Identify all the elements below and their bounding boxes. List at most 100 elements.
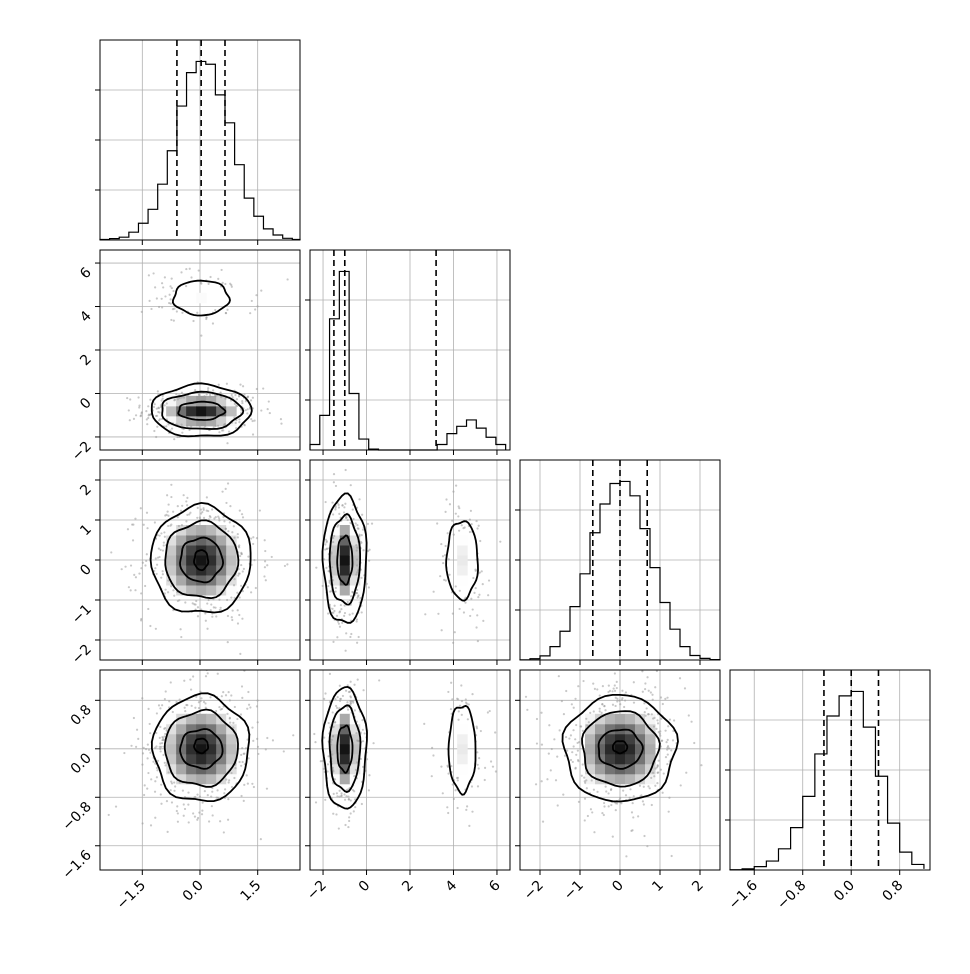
scatter-point [153,403,156,406]
scatter-point [647,785,650,788]
scatter-point [241,401,244,405]
density-cell [166,545,177,556]
scatter-point [157,410,160,414]
scatter-point [247,757,250,760]
scatter-point [217,665,219,667]
scatter-point [360,576,363,579]
scatter-point [341,621,344,624]
scatter-point [132,417,136,420]
scatter-point [346,518,349,522]
density-cell [349,555,361,566]
scatter-point [351,612,354,615]
scatter-point [224,397,227,400]
density-cell [605,763,616,775]
scatter-point [145,410,148,413]
scatter-point [454,512,457,515]
scatter-point [207,518,210,521]
scatter-point [159,725,162,728]
x-tick-label: −1.5 [114,878,149,913]
scatter-point [560,700,563,703]
contour-line [328,512,361,606]
scatter-point [163,531,166,534]
scatter-point [147,771,150,775]
scatter-point [355,549,358,552]
scatter-point [185,520,188,523]
scatter-point [251,782,254,785]
scatter-point [476,640,479,643]
contour-line [612,740,629,755]
density-cell [625,713,636,725]
scatter-point [175,700,178,704]
scatter-point [349,812,352,815]
contour-line [179,536,225,584]
contour-line [163,708,239,788]
density-cell [176,713,187,725]
scatter-point [175,310,178,313]
scatter-point [172,289,175,293]
scatter-point [234,421,237,425]
scatter-point [167,301,171,305]
scatter-point [123,751,126,755]
density-cell [615,743,626,755]
scatter-point [664,697,667,700]
density-cell [166,575,177,586]
scatter-point [197,701,201,704]
scatter-point [604,785,607,788]
scatter-point [235,398,239,401]
scatter-point [472,576,475,580]
scatter-point [232,584,236,587]
scatter-point [327,612,330,615]
scatter-point [211,322,215,325]
scatter-point [204,702,207,705]
scatter-point [203,395,206,398]
scatter-point [581,729,584,732]
x-tick-label: 2 [689,878,707,896]
scatter-point [252,739,255,742]
scatter-point [454,789,457,792]
scatter-point [468,530,472,534]
scatter-point [356,656,358,658]
scatter-point [644,687,647,691]
scatter-point [232,721,235,724]
scatter-point [186,504,189,507]
density-cell [349,723,361,735]
scatter-point [456,776,460,779]
scatter-point [163,697,166,701]
scatter-point [233,536,236,539]
scatter-point [180,635,183,639]
x-tick-label: −2 [521,878,547,904]
scatter-point [182,814,185,817]
scatter-point [476,614,479,617]
scatter-point [230,785,234,789]
scatter-point [132,523,135,526]
contour-line [179,728,224,770]
scatter-point [205,496,208,499]
scatter-point [534,783,538,786]
density-cell [196,292,207,304]
scatter-point [668,747,671,750]
density-cell [457,753,468,765]
scatter-point [494,770,497,773]
scatter-point [141,752,145,755]
scatter-point [465,702,469,705]
panel-content [100,460,300,660]
scatter-point [146,787,149,790]
scatter-point [152,760,155,763]
contour-line [321,492,368,624]
contour-line [581,710,661,788]
scatter-point [214,516,217,519]
scatter-point [601,685,604,688]
density-cell [166,415,177,427]
scatter-point [462,611,466,614]
density-cell [585,753,596,765]
scatter-point [460,713,463,716]
density-cell [216,545,227,556]
scatter-point [678,677,682,680]
scatter-point [458,704,462,707]
scatter-point [224,282,227,286]
scatter-point [161,549,165,552]
density-cell [176,723,187,735]
scatter-point [145,559,148,563]
scatter-point [352,517,355,521]
density-cell [196,585,207,596]
